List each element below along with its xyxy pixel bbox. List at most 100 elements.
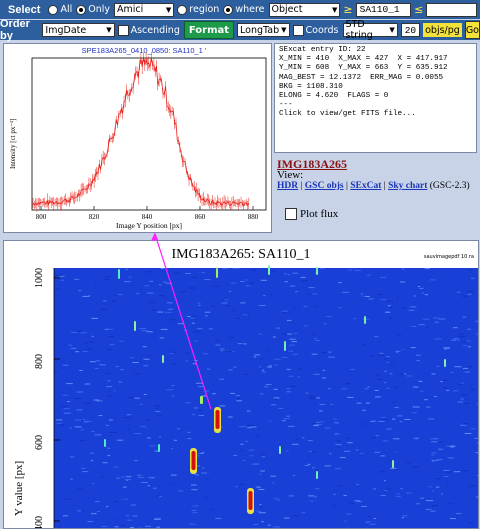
noise-speck xyxy=(157,496,161,497)
noise-speck xyxy=(294,307,296,308)
select-row: Select All Only Amici▼ region where Obje… xyxy=(0,0,480,19)
noise-speck xyxy=(322,392,328,393)
hdr-link[interactable]: HDR xyxy=(277,181,298,191)
max-value-input[interactable] xyxy=(426,3,477,17)
noise-speck xyxy=(268,525,271,526)
chevron-down-icon: ▼ xyxy=(330,6,337,14)
noise-speck xyxy=(183,468,187,469)
noise-speck xyxy=(420,498,424,499)
noise-speck xyxy=(390,468,396,469)
noise-speck xyxy=(413,380,420,381)
noise-speck xyxy=(192,414,196,415)
noise-speck xyxy=(290,286,295,287)
noise-speck xyxy=(443,347,450,348)
go-button[interactable]: Go xyxy=(465,21,480,39)
noise-speck xyxy=(113,514,120,515)
noise-speck xyxy=(431,441,438,442)
noise-speck xyxy=(356,382,361,383)
noise-speck xyxy=(175,412,178,413)
noise-speck xyxy=(133,414,139,415)
gsc-objs-link[interactable]: GSC objs xyxy=(305,181,344,191)
sky-chart-link[interactable]: Sky chart xyxy=(388,181,427,191)
noise-speck xyxy=(375,452,381,453)
noise-speck xyxy=(174,272,179,273)
noise-speck xyxy=(325,465,331,466)
noise-speck xyxy=(384,382,386,383)
where-radio[interactable]: where xyxy=(223,4,264,15)
noise-speck xyxy=(362,410,365,411)
only-select[interactable]: Amici▼ xyxy=(114,3,174,17)
noise-speck xyxy=(194,408,198,409)
sexcat-info-panel[interactable]: SExcat entry ID: 22 X_MIN = 410 X_MAX = … xyxy=(274,43,477,153)
star-streak xyxy=(444,359,446,367)
noise-speck xyxy=(370,421,374,422)
fits-link[interactable]: Click to view/get FITS file... xyxy=(279,110,472,119)
noise-speck xyxy=(356,503,363,504)
noise-speck xyxy=(102,309,107,310)
noise-speck xyxy=(288,274,291,275)
x-tick-label: 800 xyxy=(36,213,47,221)
noise-speck xyxy=(88,302,94,303)
coords-select[interactable]: STD string▼ xyxy=(343,23,398,37)
noise-speck xyxy=(243,314,248,315)
noise-speck xyxy=(191,277,198,278)
noise-speck xyxy=(259,504,261,505)
noise-speck xyxy=(347,442,352,443)
plot-xlabel: Image Y position [px] xyxy=(116,221,182,230)
region-radio[interactable]: region xyxy=(177,4,219,15)
noise-speck xyxy=(477,404,478,405)
noise-speck xyxy=(410,306,417,307)
min-value-input[interactable]: SA110_1 xyxy=(356,3,411,17)
noise-speck xyxy=(403,307,406,308)
noise-speck xyxy=(278,408,283,409)
noise-speck xyxy=(289,339,295,340)
noise-speck xyxy=(149,302,154,303)
noise-speck xyxy=(171,448,173,449)
view-label: View: xyxy=(277,169,303,181)
noise-speck xyxy=(245,441,248,442)
plot-flux-checkbox[interactable]: Plot flux xyxy=(285,208,338,220)
noise-speck xyxy=(236,400,242,401)
only-radio[interactable]: Only xyxy=(76,4,110,15)
noise-speck xyxy=(112,301,116,302)
ascending-checkbox[interactable]: Ascending xyxy=(118,25,180,36)
noise-speck xyxy=(432,460,439,461)
noise-speck xyxy=(106,386,112,387)
noise-speck xyxy=(253,524,258,525)
noise-speck xyxy=(223,350,227,351)
noise-speck xyxy=(377,379,383,380)
all-radio[interactable]: All xyxy=(48,4,72,15)
noise-speck xyxy=(187,301,190,302)
noise-speck xyxy=(79,440,86,441)
noise-speck xyxy=(188,438,192,439)
noise-speck xyxy=(271,404,277,405)
noise-speck xyxy=(269,365,272,366)
noise-speck xyxy=(187,316,191,317)
where-select[interactable]: Object▼ xyxy=(269,3,341,17)
noise-speck xyxy=(85,385,90,386)
noise-speck xyxy=(233,310,235,311)
noise-speck xyxy=(272,350,277,351)
order-select[interactable]: ImgDate▼ xyxy=(42,23,114,37)
checkbox-icon[interactable] xyxy=(285,208,297,220)
image-panel[interactable]: IMG183A265: SA110_1 sauvimagepdf 10 ra 1… xyxy=(3,240,479,529)
info-line: Y_MIN = 608 Y_MAX = 663 Y = 635.912 xyxy=(279,64,472,73)
format-button[interactable]: Format xyxy=(184,21,234,39)
sexcat-link[interactable]: SExCat xyxy=(350,181,381,191)
format-select[interactable]: LongTab▼ xyxy=(237,23,289,37)
noise-speck xyxy=(432,461,434,462)
noise-speck xyxy=(468,270,473,271)
noise-speck xyxy=(245,285,249,286)
noise-speck xyxy=(293,333,297,334)
noise-speck xyxy=(191,510,196,511)
noise-speck xyxy=(325,428,330,429)
noise-speck xyxy=(408,480,412,481)
noise-speck xyxy=(91,460,93,461)
coords-checkbox[interactable]: Coords xyxy=(293,25,339,36)
noise-speck xyxy=(430,369,436,370)
noise-speck xyxy=(446,390,449,391)
per-page-input[interactable]: 20 xyxy=(401,23,420,37)
noise-speck xyxy=(385,489,391,490)
